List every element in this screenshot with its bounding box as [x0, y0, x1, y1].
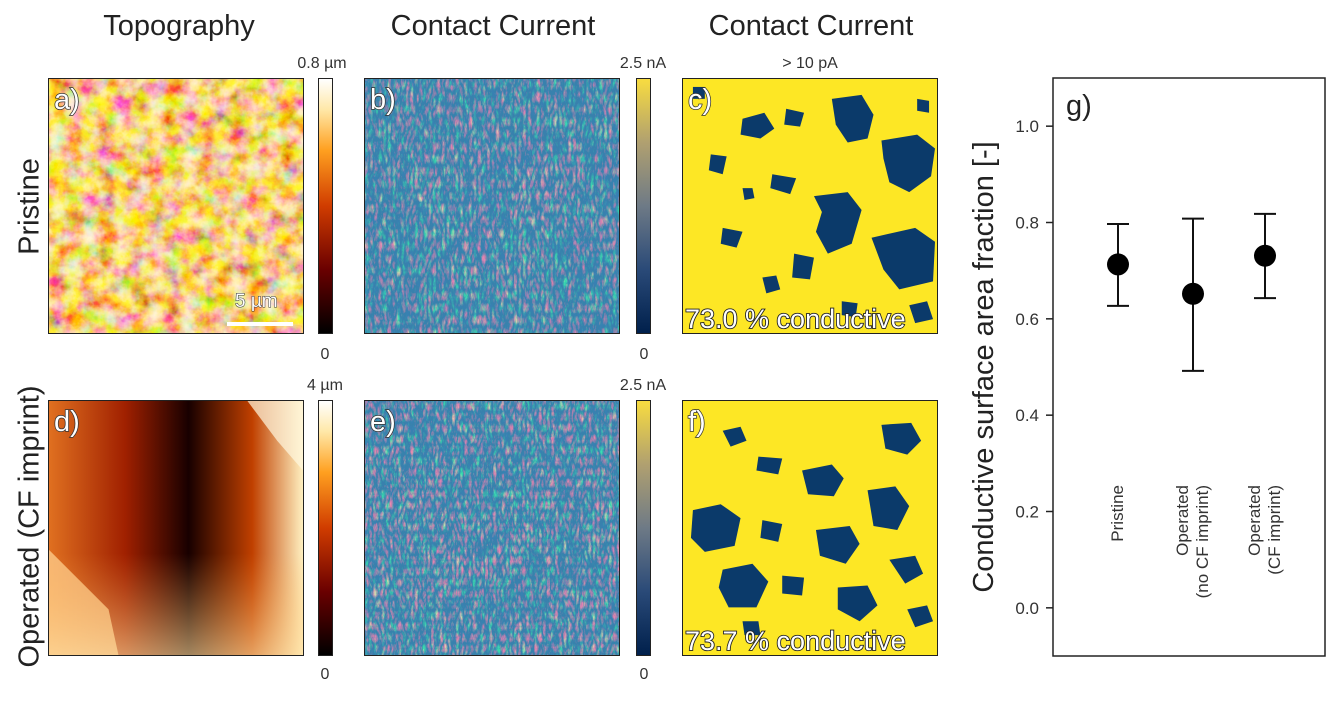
chart-g-conductive-fraction: Conductive surface area fraction [-] g) …: [968, 77, 1326, 657]
panel-f-conductive-operated: f) 73.7 % conductive: [682, 400, 938, 656]
panel-d-topography-operated: d): [48, 400, 304, 656]
column-title-topography: Topography: [103, 10, 255, 42]
panel-label-e: e): [369, 405, 396, 439]
colorbar-current-bottom: [636, 400, 651, 656]
colorbar-topography-bottom: [318, 400, 333, 656]
panel-e-current-operated: e): [364, 400, 620, 656]
colorbar-current-top-min: 0: [639, 346, 649, 363]
colorbar-current-bottom-max: 2.5 nA: [619, 377, 667, 394]
colorbar-topo-top-max: 0.8 µm: [297, 55, 347, 72]
panel-label-b: b): [369, 83, 396, 117]
colorbar-topo-bottom-max: 4 µm: [307, 377, 343, 394]
y-tick-label: 1.0: [1015, 117, 1039, 136]
conductive-fraction-c: 73.0 % conductive: [684, 303, 906, 334]
category-label: Operated(CF imprint): [1245, 485, 1284, 575]
row-title-pristine: Pristine: [13, 158, 46, 255]
category-label: Operated(no CF imprint): [1173, 485, 1212, 598]
colorbar-current-bottom-min: 0: [639, 666, 649, 683]
column-title-contact-current-2: Contact Current: [708, 10, 914, 42]
y-axis-label: Conductive surface area fraction [-]: [968, 141, 1000, 592]
data-point: [1182, 282, 1204, 305]
row-title-operated: Operated (CF imprint): [13, 385, 46, 668]
data-point: [1254, 244, 1276, 267]
panel-label-c: c): [687, 83, 713, 117]
panel-b-current-pristine: b): [364, 78, 620, 334]
panel-label-d: d): [53, 405, 80, 439]
panel-label-g: g): [1066, 90, 1092, 122]
y-tick-label: 0.6: [1015, 310, 1039, 329]
y-tick-label: 0.0: [1015, 599, 1039, 618]
scale-bar-label: 5 µm: [235, 291, 279, 313]
conductive-fraction-f: 73.7 % conductive: [684, 625, 906, 656]
y-tick-label: 0.4: [1015, 406, 1039, 425]
data-point: [1107, 253, 1129, 276]
panel-label-a: a): [53, 83, 80, 117]
colorbar-current-top-max: 2.5 nA: [619, 55, 667, 72]
category-label: Pristine: [1108, 485, 1127, 542]
scale-bar: [227, 322, 293, 326]
plot-frame: [1052, 77, 1326, 657]
panel-a-topography-pristine: a) 5 µm: [48, 78, 304, 334]
column-title-contact-current-1: Contact Current: [390, 10, 596, 42]
y-tick-label: 0.8: [1015, 214, 1039, 233]
panel-label-f: f): [687, 405, 706, 439]
colorbar-topo-top-min: 0: [320, 346, 330, 363]
colorbar-topography-top: [318, 78, 333, 334]
colorbar-topo-bottom-min: 0: [320, 666, 330, 683]
y-tick-label: 0.2: [1015, 503, 1039, 522]
colorbar-current-top: [636, 78, 651, 334]
threshold-label: > 10 pA: [782, 55, 838, 72]
panel-c-conductive-pristine: c) 73.0 % conductive: [682, 78, 938, 334]
